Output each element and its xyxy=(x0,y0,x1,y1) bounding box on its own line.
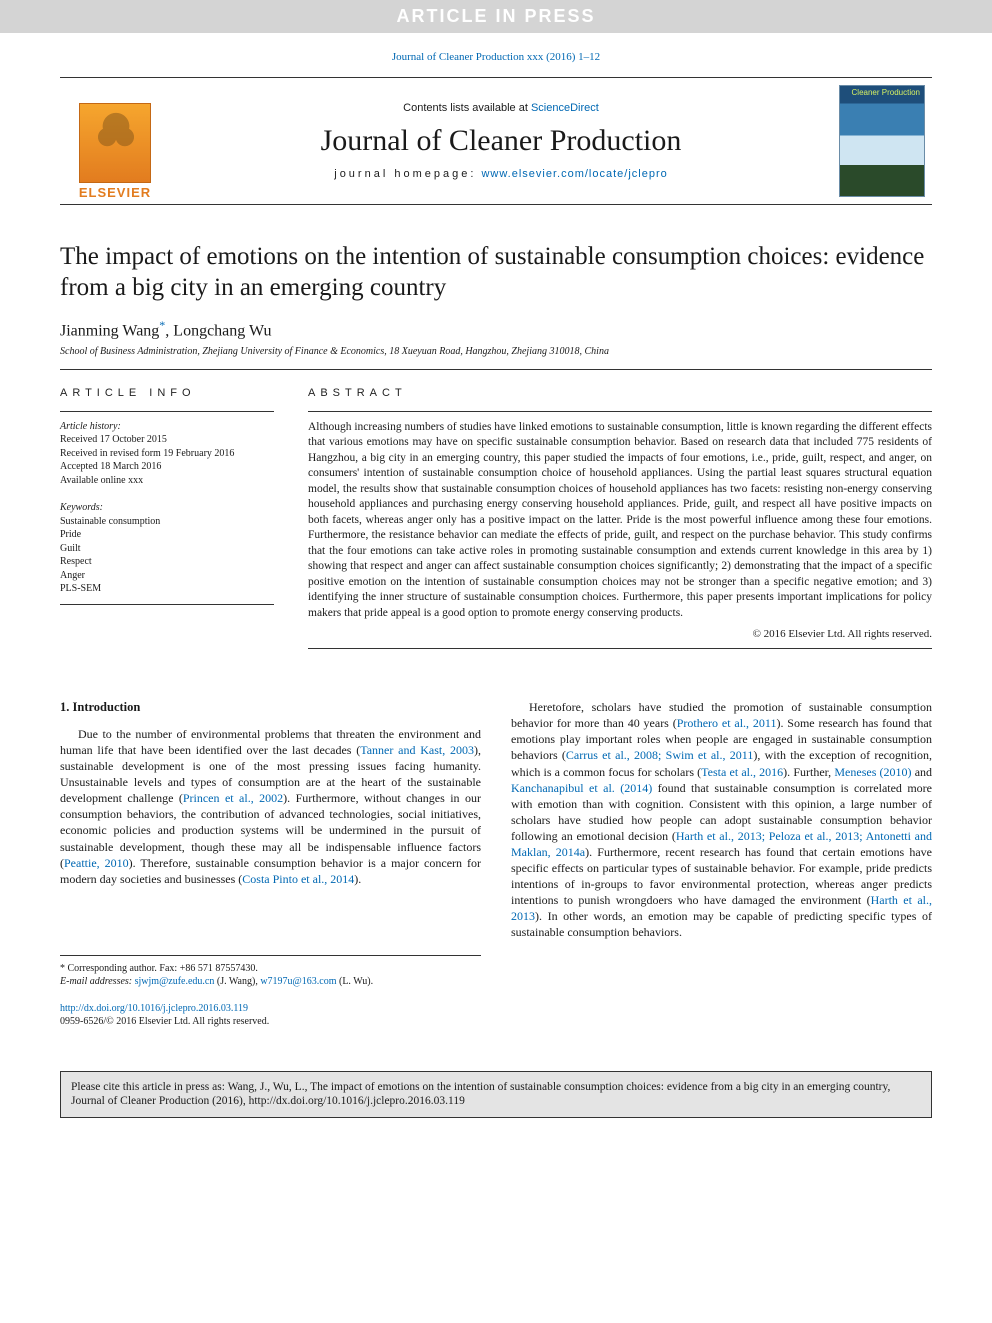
article-info-column: ARTICLE INFO Article history: Received 1… xyxy=(60,386,274,649)
meta-and-abstract-row: ARTICLE INFO Article history: Received 1… xyxy=(60,386,932,649)
citation-link[interactable]: Peattie, 2010 xyxy=(64,856,129,870)
text-run: ). In other words, an emotion may be cap… xyxy=(511,909,932,939)
cite-this-article-box: Please cite this article in press as: Wa… xyxy=(60,1071,932,1119)
history-received: Received 17 October 2015 xyxy=(60,434,167,445)
citation-link[interactable]: Meneses (2010) xyxy=(834,765,911,779)
doi-link[interactable]: http://dx.doi.org/10.1016/j.jclepro.2016… xyxy=(60,1003,248,1014)
journal-homepage-link[interactable]: www.elsevier.com/locate/jclepro xyxy=(481,168,667,180)
email-who-2: (L. Wu). xyxy=(336,976,373,987)
journal-name: Journal of Cleaner Production xyxy=(170,124,832,158)
author-line: Jianming Wang*, Longchang Wu xyxy=(60,318,932,340)
citation-link[interactable]: Princen et al., 2002 xyxy=(183,791,283,805)
keyword-item: Pride xyxy=(60,529,81,540)
keyword-item: Guilt xyxy=(60,543,81,554)
homepage-label: journal homepage: xyxy=(334,168,476,180)
paper-title: The impact of emotions on the intention … xyxy=(60,241,932,304)
body-two-columns: 1. Introduction Due to the number of env… xyxy=(60,699,932,1028)
journal-reference-line: Journal of Cleaner Production xxx (2016)… xyxy=(60,51,932,63)
doi-block: http://dx.doi.org/10.1016/j.jclepro.2016… xyxy=(60,1002,481,1029)
sciencedirect-link[interactable]: ScienceDirect xyxy=(531,102,599,114)
abstract-heading: ABSTRACT xyxy=(308,386,932,401)
author-email-link[interactable]: sjwjm@zufe.edu.cn xyxy=(135,976,215,987)
article-history-label: Article history: xyxy=(60,421,121,432)
affiliation: School of Business Administration, Zheji… xyxy=(60,346,932,357)
author-2: , Longchang Wu xyxy=(165,322,271,339)
corresponding-author-footnote: * Corresponding author. Fax: +86 571 875… xyxy=(60,955,481,988)
keyword-item: Sustainable consumption xyxy=(60,516,160,527)
abstract-body: Although increasing numbers of studies h… xyxy=(308,420,932,622)
article-main-region: The impact of emotions on the intention … xyxy=(0,205,992,1053)
journal-cover-block: Cleaner Production xyxy=(832,78,932,204)
corr-author-line: * Corresponding author. Fax: +86 571 875… xyxy=(60,962,481,975)
citation-link[interactable]: Carrus et al., 2008; Swim et al., 2011 xyxy=(566,748,753,762)
author-1: Jianming Wang xyxy=(60,322,159,339)
citation-link[interactable]: Prothero et al., 2011 xyxy=(677,716,777,730)
body-column-right: Heretofore, scholars have studied the pr… xyxy=(511,699,932,1028)
journal-cover-thumbnail[interactable]: Cleaner Production xyxy=(839,85,925,197)
issn-rights-line: 0959-6526/© 2016 Elsevier Ltd. All right… xyxy=(60,1016,269,1027)
rule-above-meta xyxy=(60,369,932,370)
publisher-logo-block: ELSEVIER xyxy=(60,78,170,204)
publisher-name: ELSEVIER xyxy=(79,185,151,200)
citation-link[interactable]: Costa Pinto et al., 2014 xyxy=(242,872,354,886)
text-run: ). Further, xyxy=(783,765,834,779)
citation-link[interactable]: Testa et al., 2016 xyxy=(701,765,783,779)
header-region: Journal of Cleaner Production xxx (2016)… xyxy=(0,33,992,205)
journal-reference-link[interactable]: Journal of Cleaner Production xxx (2016)… xyxy=(392,51,600,63)
history-accepted: Accepted 18 March 2016 xyxy=(60,461,161,472)
keyword-item: PLS-SEM xyxy=(60,583,101,594)
intro-paragraph-left: Due to the number of environmental probl… xyxy=(60,726,481,887)
email-line: E-mail addresses: sjwjm@zufe.edu.cn (J. … xyxy=(60,975,481,988)
history-online: Available online xxx xyxy=(60,475,143,486)
article-info-heading: ARTICLE INFO xyxy=(60,386,274,401)
section-heading-intro: 1. Introduction xyxy=(60,699,481,716)
contents-lists-line: Contents lists available at ScienceDirec… xyxy=(170,102,832,114)
intro-paragraph-right: Heretofore, scholars have studied the pr… xyxy=(511,699,932,940)
contents-prefix: Contents lists available at xyxy=(403,102,531,114)
citation-link[interactable]: Tanner and Kast, 2003 xyxy=(360,743,474,757)
email-label: E-mail addresses: xyxy=(60,976,135,987)
cover-title-text: Cleaner Production xyxy=(852,89,920,97)
elsevier-tree-icon xyxy=(79,103,151,183)
email-who-1: (J. Wang), xyxy=(214,976,260,987)
keywords-label: Keywords: xyxy=(60,501,274,515)
journal-homepage-line: journal homepage: www.elsevier.com/locat… xyxy=(170,168,832,180)
citation-link[interactable]: Kanchanapibul et al. (2014) xyxy=(511,781,652,795)
keyword-item: Respect xyxy=(60,556,92,567)
body-column-left: 1. Introduction Due to the number of env… xyxy=(60,699,481,1028)
article-in-press-banner: ARTICLE IN PRESS xyxy=(0,0,992,33)
author-email-link[interactable]: w7197u@163.com xyxy=(260,976,336,987)
abstract-copyright: © 2016 Elsevier Ltd. All rights reserved… xyxy=(308,627,932,642)
text-run: ). xyxy=(354,872,361,886)
history-revised: Received in revised form 19 February 201… xyxy=(60,448,234,459)
journal-header-box: ELSEVIER Contents lists available at Sci… xyxy=(60,77,932,205)
journal-header-middle: Contents lists available at ScienceDirec… xyxy=(170,78,832,204)
abstract-column: ABSTRACT Although increasing numbers of … xyxy=(308,386,932,649)
keyword-item: Anger xyxy=(60,570,85,581)
text-run: and xyxy=(912,765,933,779)
